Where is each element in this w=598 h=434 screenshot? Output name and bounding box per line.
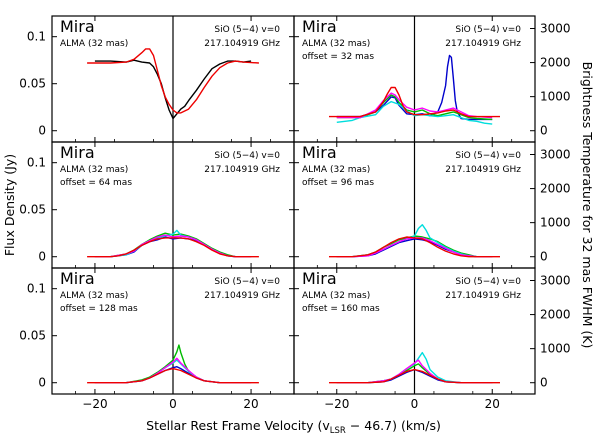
offset-label: offset = 160 mas: [302, 304, 380, 314]
alma-resolution-label: ALMA (32 mas): [302, 39, 370, 49]
spectrum-series-2: [87, 48, 259, 114]
y-tick-label: 0.05: [19, 77, 46, 91]
y-tick-label: 0: [38, 376, 46, 390]
frequency-label: 217.104919 GHz: [445, 39, 521, 49]
y-tick-label: 0: [38, 250, 46, 264]
right-axis-tick-label: 0: [540, 376, 548, 390]
right-axis-tick-label: 1000: [540, 216, 571, 230]
y-tick-label: 0: [38, 124, 46, 138]
panel-4: 0 1000 2000 3000 Mira ALMA (32 mas) offset = 9…: [293, 141, 571, 269]
alma-resolution-label: ALMA (32 mas): [302, 165, 370, 175]
star-name-label: Mira: [60, 17, 95, 36]
transition-label: SiO (5−4) v=0: [214, 25, 280, 35]
panel-3: 0 0.05 0.1 Mira ALMA (32 mas) offset = 64 mas…: [19, 141, 295, 269]
panel-5: 0 0.05 0.1 Mira ALMA (32 mas) offset = 128 ma…: [19, 267, 295, 411]
frequency-label: 217.104919 GHz: [445, 291, 521, 301]
x-tick-label: 0: [169, 397, 177, 411]
star-name-label: Mira: [302, 143, 337, 162]
panel-6: 0 1000 2000 3000 Mira ALMA (32 mas) offset = 1…: [293, 267, 571, 411]
panel-1: 0 0.05 0.1 Mira ALMA (32 mas) SiO (5−4) v=0 21…: [19, 15, 295, 143]
frequency-label: 217.104919 GHz: [204, 291, 280, 301]
alma-resolution-label: ALMA (32 mas): [60, 39, 128, 49]
y-tick-label: 0.1: [27, 282, 46, 296]
x-tick-label: 0: [411, 397, 419, 411]
spectrum-series-5: [87, 237, 259, 258]
right-axis-tick-label: 2000: [540, 182, 571, 196]
x-tick-label: −20: [324, 397, 349, 411]
star-name-label: Mira: [60, 269, 95, 288]
right-axis-tick-label: 1000: [540, 90, 571, 104]
x-tick-label: 20: [243, 397, 258, 411]
x-axis-title: Stellar Rest Frame Velocity (vLSR − 46.7…: [146, 418, 441, 434]
right-axis-tick-label: 0: [540, 124, 548, 138]
star-name-label: Mira: [302, 269, 337, 288]
right-axis-tick-label: 3000: [540, 274, 571, 288]
spectrum-series-5: [329, 86, 500, 118]
spectrum-series-5: [329, 236, 500, 258]
left-y-axis-title: Flux Density (Jy): [2, 154, 17, 256]
right-axis-tick-label: 1000: [540, 342, 571, 356]
y-tick-label: 0.1: [27, 30, 46, 44]
right-axis-tick-label: 3000: [540, 22, 571, 36]
right-axis-tick-label: 2000: [540, 56, 571, 70]
spectrum-series-1: [94, 59, 252, 120]
y-tick-label: 0.1: [27, 156, 46, 170]
transition-label: SiO (5−4) v=0: [214, 277, 280, 287]
offset-label: offset = 96 mas: [302, 178, 374, 188]
frequency-label: 217.104919 GHz: [204, 165, 280, 175]
transition-label: SiO (5−4) v=0: [214, 151, 280, 161]
spectrum-series-5: [329, 368, 500, 384]
alma-resolution-label: ALMA (32 mas): [60, 165, 128, 175]
y-tick-label: 0.05: [19, 329, 46, 343]
right-y-axis-title: Brightness Temperature for 32 mas FWHM (…: [580, 62, 595, 349]
x-tick-label: 20: [485, 397, 500, 411]
spectrum-series-5: [87, 367, 259, 384]
right-axis-tick-label: 2000: [540, 308, 571, 322]
offset-label: offset = 32 mas: [302, 52, 374, 62]
y-tick-label: 0.05: [19, 203, 46, 217]
transition-label: SiO (5−4) v=0: [455, 151, 521, 161]
frequency-label: 217.104919 GHz: [204, 39, 280, 49]
panel-frame: [293, 267, 536, 395]
offset-label: offset = 128 mas: [60, 304, 138, 314]
transition-label: SiO (5−4) v=0: [455, 277, 521, 287]
panel-2: 0 1000 2000 3000 Mira ALMA (32 mas) offset = 3…: [293, 15, 571, 143]
spectrum-series-4: [94, 234, 252, 258]
frequency-label: 217.104919 GHz: [445, 165, 521, 175]
right-axis-tick-label: 3000: [540, 148, 571, 162]
offset-label: offset = 64 mas: [60, 178, 132, 188]
alma-resolution-label: ALMA (32 mas): [60, 291, 128, 301]
right-axis-tick-label: 0: [540, 250, 548, 264]
alma-resolution-label: ALMA (32 mas): [302, 291, 370, 301]
star-name-label: Mira: [60, 143, 95, 162]
transition-label: SiO (5−4) v=0: [455, 25, 521, 35]
star-name-label: Mira: [302, 17, 337, 36]
x-tick-label: −20: [82, 397, 107, 411]
